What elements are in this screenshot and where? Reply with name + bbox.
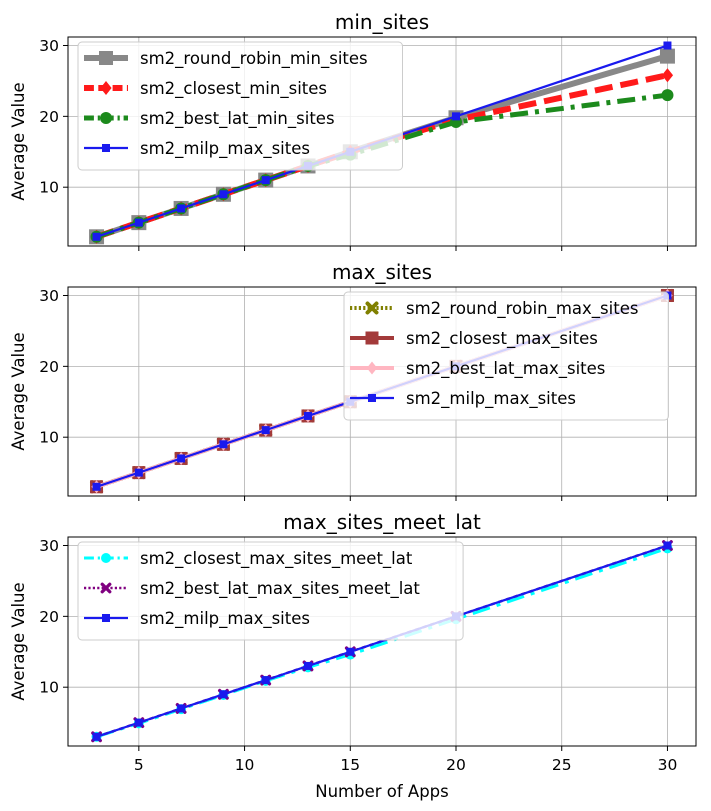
chart-panel-1: 10 20 30 max_sites Average Value sm2_round_ro… — [9, 260, 697, 501]
data-point — [303, 661, 312, 670]
data-point — [452, 112, 461, 121]
y-tick-label: 20 — [39, 358, 59, 376]
legend-marker — [366, 361, 378, 375]
data-point — [261, 676, 270, 685]
data-point — [261, 176, 270, 185]
y-axis-label: Average Value — [9, 332, 28, 450]
legend-box — [77, 541, 464, 641]
legend-box — [343, 291, 669, 421]
legend-marker — [368, 394, 376, 402]
y-tick-label: 30 — [39, 37, 59, 55]
data-point — [663, 41, 672, 50]
data-point — [177, 454, 186, 463]
legend-marker — [100, 582, 112, 594]
x-axis-label: Number of Apps — [315, 782, 449, 801]
legend-marker — [100, 112, 112, 124]
series-line-2 — [95, 92, 668, 240]
data-point — [134, 718, 143, 727]
axes-frame — [67, 536, 697, 747]
legend-marker — [102, 144, 110, 152]
x-tick-label: 30 — [658, 756, 678, 774]
axes-frame — [67, 286, 697, 497]
legend: sm2_closest_max_sites_meet_lat sm2_best_l… — [77, 541, 464, 641]
y-tick-label: 10 — [39, 429, 59, 447]
legend-box — [77, 41, 403, 171]
y-tick-label: 20 — [39, 108, 59, 126]
legend-label: sm2_best_lat_max_sites_meet_lat — [140, 579, 420, 599]
data-point — [346, 647, 355, 656]
data-point — [663, 541, 672, 550]
chart-title: max_sites_meet_lat — [283, 510, 481, 534]
data-point — [92, 232, 101, 241]
y-axis-label: Average Value — [9, 82, 28, 200]
data-point — [92, 482, 101, 491]
legend-label: sm2_milp_max_sites — [140, 139, 310, 159]
legend-label: sm2_milp_max_sites — [406, 389, 576, 409]
legend-marker — [100, 81, 112, 95]
x-tick-label: 10 — [235, 756, 255, 774]
legend: sm2_round_robin_max_sites sm2_closest_max… — [343, 291, 669, 421]
legend-label: sm2_best_lat_min_sites — [140, 109, 335, 129]
legend-marker — [99, 51, 113, 65]
legend: sm2_round_robin_min_sites sm2_closest_min… — [77, 41, 403, 171]
legend-marker — [365, 331, 379, 345]
data-point — [659, 48, 675, 64]
data-point — [303, 411, 312, 420]
plot-area — [89, 41, 675, 245]
legend-marker — [365, 301, 379, 315]
data-point — [219, 690, 228, 699]
y-tick-label: 10 — [39, 679, 59, 697]
legend-label: sm2_best_lat_max_sites — [406, 359, 605, 379]
chart-panel-2: 10 20 30 5 10 15 20 25 30 max_sites_meet_lat Avera… — [9, 510, 697, 801]
data-point — [134, 218, 143, 227]
x-tick-label: 15 — [340, 756, 360, 774]
data-point — [261, 426, 270, 435]
legend-label: sm2_round_robin_min_sites — [140, 49, 368, 69]
legend-marker — [101, 553, 111, 563]
data-point — [92, 732, 101, 741]
x-tick-label: 25 — [552, 756, 572, 774]
y-tick-label: 10 — [39, 179, 59, 197]
chart-panel-0: 10 20 30 min_sites Average Value sm2_round_ro… — [9, 10, 697, 251]
data-point — [177, 204, 186, 213]
data-point — [177, 704, 186, 713]
y-tick-label: 30 — [39, 287, 59, 305]
data-point — [661, 89, 674, 102]
axes-frame — [67, 36, 697, 247]
x-tick-label: 5 — [134, 756, 144, 774]
data-point — [134, 468, 143, 477]
legend-label: sm2_milp_max_sites — [140, 609, 310, 629]
legend-label: sm2_round_robin_max_sites — [406, 299, 638, 319]
y-tick-label: 20 — [39, 608, 59, 626]
legend-label: sm2_closest_max_sites — [406, 329, 598, 349]
y-axis-label: Average Value — [9, 582, 28, 700]
data-point — [661, 68, 674, 83]
data-point — [219, 440, 228, 449]
x-tick-label: 20 — [446, 756, 466, 774]
legend-label: sm2_closest_max_sites_meet_lat — [140, 549, 413, 569]
legend-label: sm2_closest_min_sites — [140, 79, 327, 99]
chart-title: min_sites — [335, 10, 429, 34]
y-tick-label: 30 — [39, 537, 59, 555]
legend-marker — [102, 614, 110, 622]
chart-title: max_sites — [332, 260, 432, 284]
data-point — [219, 190, 228, 199]
